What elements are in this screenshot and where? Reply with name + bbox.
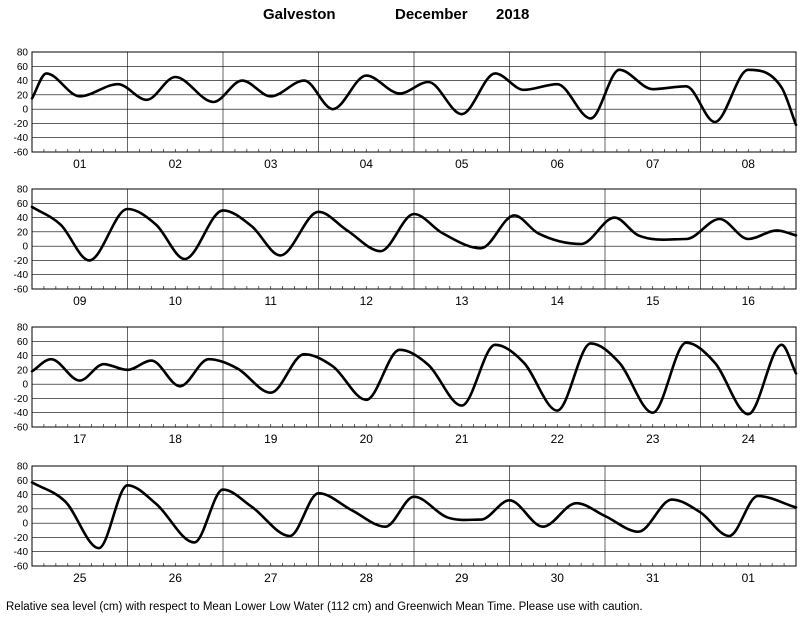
footnote: Relative sea level (cm) with respect to …	[6, 601, 643, 613]
title-year: 2018	[496, 6, 530, 23]
title-month: December	[395, 6, 468, 23]
day-label: 30	[551, 571, 565, 585]
y-tick-label: -40	[14, 270, 29, 281]
day-label: 28	[360, 571, 374, 585]
tide-line	[30, 68, 798, 127]
y-tick-label: 80	[17, 48, 29, 59]
y-tick-label: 0	[22, 242, 28, 253]
day-label: 12	[360, 294, 374, 308]
y-tick-label: 40	[17, 351, 29, 362]
day-label: 16	[742, 294, 756, 308]
y-tick-label: 60	[17, 476, 29, 487]
day-label: 26	[169, 571, 183, 585]
day-label: 08	[742, 157, 756, 171]
day-label: 07	[646, 157, 660, 171]
y-tick-label: -60	[14, 423, 29, 434]
tide-line	[30, 481, 798, 550]
panel-frame	[31, 51, 797, 153]
panel-frame	[31, 188, 797, 290]
y-tick-label: -20	[14, 119, 29, 130]
y-tick-label: 40	[17, 213, 29, 224]
day-label: 17	[73, 432, 87, 446]
y-tick-label: -40	[14, 408, 29, 419]
y-tick-label: 20	[17, 227, 29, 238]
y-tick-label: 40	[17, 490, 29, 501]
day-label: 19	[264, 432, 278, 446]
day-label: 23	[646, 432, 660, 446]
y-tick-label: -20	[14, 394, 29, 405]
y-tick-label: 60	[17, 337, 29, 348]
y-tick-label: 0	[22, 519, 28, 530]
day-label: 24	[742, 432, 756, 446]
day-label: 13	[455, 294, 469, 308]
day-label: 27	[264, 571, 278, 585]
y-tick-label: -20	[14, 533, 29, 544]
day-label: 31	[646, 571, 660, 585]
day-label: 01	[742, 571, 756, 585]
panel-frame	[31, 326, 797, 428]
y-tick-label: -60	[14, 562, 29, 573]
day-label: 21	[455, 432, 469, 446]
day-label: 03	[264, 157, 278, 171]
y-tick-label: -60	[14, 285, 29, 296]
y-tick-label: -40	[14, 133, 29, 144]
day-label: 11	[265, 294, 278, 308]
y-tick-label: -40	[14, 547, 29, 558]
y-tick-label: 20	[17, 90, 29, 101]
y-tick-label: 0	[22, 380, 28, 391]
y-tick-label: 40	[17, 76, 29, 87]
day-label: 09	[73, 294, 87, 308]
y-tick-label: 80	[17, 462, 29, 473]
panel-frame	[31, 465, 797, 567]
y-tick-label: 0	[22, 105, 28, 116]
title-location: Galveston	[263, 6, 336, 23]
y-tick-label: 60	[17, 62, 29, 73]
tide-line	[30, 341, 798, 416]
day-label: 22	[551, 432, 565, 446]
day-label: 20	[360, 432, 374, 446]
day-label: 15	[646, 294, 660, 308]
day-label: 01	[73, 157, 87, 171]
y-tick-label: -20	[14, 256, 29, 267]
day-label: 04	[360, 157, 374, 171]
day-label: 06	[551, 157, 565, 171]
y-tick-label: 20	[17, 504, 29, 515]
day-label: 25	[73, 571, 87, 585]
y-tick-label: 80	[17, 185, 29, 196]
day-label: 05	[455, 157, 469, 171]
y-tick-label: 60	[17, 199, 29, 210]
day-label: 10	[169, 294, 183, 308]
day-label: 14	[551, 294, 565, 308]
y-tick-label: 20	[17, 365, 29, 376]
y-tick-label: 80	[17, 323, 29, 334]
chart-title: Galveston December 2018	[0, 6, 800, 28]
day-label: 02	[169, 157, 183, 171]
y-tick-label: -60	[14, 148, 29, 159]
day-label: 29	[455, 571, 469, 585]
day-label: 18	[169, 432, 183, 446]
tide-line	[30, 205, 798, 262]
